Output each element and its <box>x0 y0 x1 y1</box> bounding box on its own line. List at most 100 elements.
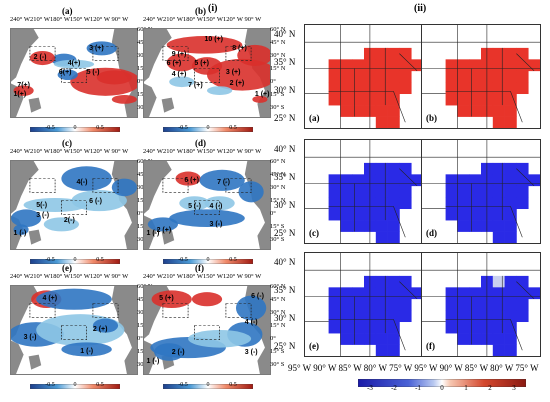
anomaly-region <box>166 53 197 72</box>
grid-cell <box>445 59 458 72</box>
grid-cell <box>375 70 388 83</box>
grid-cell <box>492 333 505 345</box>
grid-cell <box>340 220 353 232</box>
us-map-panel: (d) <box>421 139 541 244</box>
land-mass <box>11 161 39 214</box>
grid-cell <box>328 321 341 334</box>
colorbar-tick: -2 <box>391 384 397 392</box>
anomaly-region <box>207 86 233 95</box>
grid-cell <box>375 310 388 323</box>
grid-cell <box>387 321 400 334</box>
grid-cell <box>445 287 458 300</box>
grid-cell <box>516 70 529 83</box>
grid-cell <box>387 333 400 345</box>
region-label: 5 (-) <box>86 68 100 76</box>
region-label: 2 (+) <box>92 325 108 333</box>
grid-cell <box>504 208 517 221</box>
anomaly-region <box>23 197 87 213</box>
grid-cell <box>445 208 458 221</box>
anomaly-region <box>166 36 243 54</box>
grid-cell <box>469 197 482 210</box>
lat-tick: 0° <box>270 335 276 342</box>
grid-cell <box>375 333 388 345</box>
grid-cell <box>492 287 505 300</box>
grid-cell <box>504 59 517 72</box>
anomaly-region <box>169 76 195 88</box>
land-mass <box>161 97 175 113</box>
colorbar-tick: 0 <box>206 125 210 131</box>
left-panel-label: (c) <box>62 138 72 148</box>
land-mass <box>11 29 39 82</box>
grid-cell <box>516 197 529 210</box>
grid-cell <box>328 287 341 300</box>
grid-cell <box>328 82 341 95</box>
us-panel-label: (b) <box>426 113 437 123</box>
grid-cell <box>469 105 482 117</box>
grid-cell <box>457 93 470 106</box>
grid-cell <box>340 197 353 210</box>
colorbar-tick: 0.5 <box>96 382 104 388</box>
grid-cell <box>387 59 400 72</box>
grid-cell <box>387 116 400 128</box>
grid-cell <box>352 220 365 232</box>
region-label: 4(+) <box>67 59 81 67</box>
grid-cell <box>492 93 505 106</box>
grid-cell <box>492 47 505 60</box>
grid-cell <box>340 208 353 221</box>
grid-cell <box>457 82 470 95</box>
anomaly-region <box>199 169 245 191</box>
left-lon-axis: 240° W210° W180° W150° W120° W 90° W <box>10 148 129 155</box>
region-label: 4 (+) <box>171 71 187 79</box>
grid-cell <box>528 59 540 72</box>
grid-cell <box>328 174 341 187</box>
grid-cell <box>504 220 517 232</box>
grid-cell <box>469 59 482 72</box>
region-label: 1 (-) <box>146 358 160 366</box>
grid-cell <box>352 321 365 334</box>
grid-cell <box>340 105 353 117</box>
grid-cell <box>328 208 341 221</box>
grid-cell <box>340 287 353 300</box>
anomaly-region <box>252 95 268 103</box>
lat-tick: 0° <box>270 78 276 85</box>
pacific-map <box>11 286 137 374</box>
grid-cell <box>504 105 517 117</box>
grid-cell <box>492 275 505 288</box>
anomaly-region <box>13 85 34 96</box>
grid-cell <box>504 287 517 300</box>
grid-cell <box>516 275 529 288</box>
grid-cell <box>328 298 341 311</box>
grid-cell <box>445 298 458 311</box>
region-label: 5 (+) <box>194 59 209 67</box>
left-panel-label: (e) <box>62 263 72 273</box>
region-label: 4 (-) <box>209 203 223 211</box>
grid-cell <box>352 197 365 210</box>
pacific-map-panel: 10 (+) 8 (+) 9 (+) 6 (+) 5 (+) 3 (+) 4 (+) 2 (+… <box>143 28 271 118</box>
region-label: 6(+) <box>58 68 72 76</box>
colorbar-tick: -0.5 <box>178 382 188 388</box>
grid-cell <box>469 174 482 187</box>
grid-cell <box>352 287 365 300</box>
left-panel-label: (b) <box>195 6 206 16</box>
region-box <box>61 325 87 340</box>
lat-tick: 60° N <box>270 283 286 290</box>
region-label: 6 (+) <box>184 176 199 184</box>
grid-cell <box>445 185 458 198</box>
grid-cell <box>340 298 353 311</box>
region-label: 4(-) <box>76 178 88 186</box>
region-label: 7(+) <box>17 81 30 89</box>
grid-cell <box>492 70 505 83</box>
anomaly-region <box>175 171 201 186</box>
grid-cell <box>469 321 482 334</box>
grid-cell <box>504 321 517 334</box>
grid-cell <box>516 287 529 300</box>
grid-cell <box>399 287 412 300</box>
grid-cell <box>492 208 505 221</box>
grid-cell <box>340 185 353 198</box>
grid-cell <box>411 174 423 187</box>
colorbar-tick: 0 <box>206 382 210 388</box>
region-label: 2(-) <box>63 217 75 225</box>
grid-cell <box>375 197 388 210</box>
lat-tick: 0° <box>137 210 143 217</box>
region-label: 3 (-) <box>36 212 50 220</box>
